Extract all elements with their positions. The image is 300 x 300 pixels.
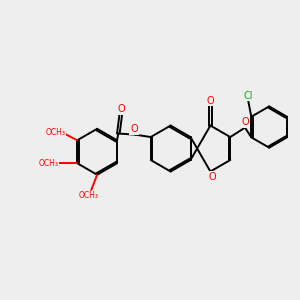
- Text: O: O: [207, 95, 214, 106]
- Text: OCH₃: OCH₃: [78, 191, 98, 200]
- Text: O: O: [241, 117, 249, 127]
- Text: O: O: [130, 124, 138, 134]
- Text: OCH₃: OCH₃: [46, 128, 65, 137]
- Text: Cl: Cl: [244, 91, 253, 100]
- Text: OCH₃: OCH₃: [39, 159, 59, 168]
- Text: O: O: [208, 172, 216, 182]
- Text: O: O: [118, 104, 125, 114]
